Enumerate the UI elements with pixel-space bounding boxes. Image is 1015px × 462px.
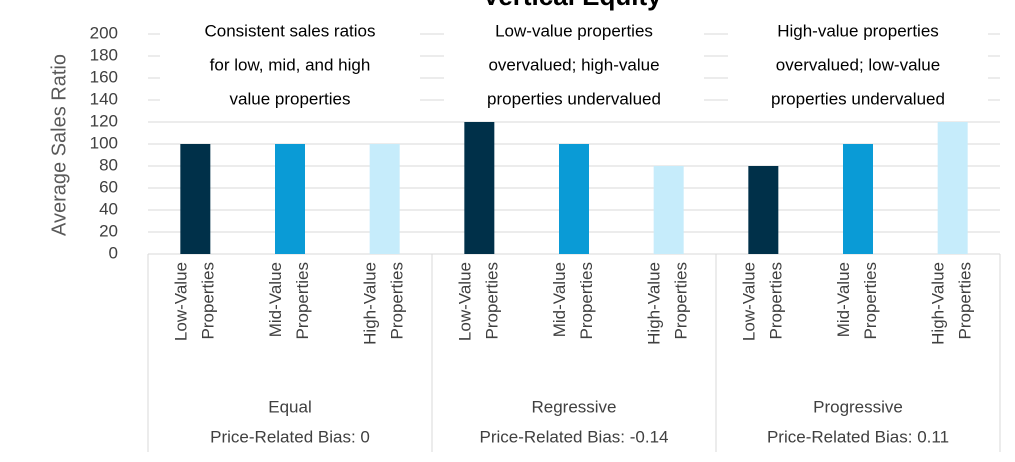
y-tick-label: 20 [99,221,118,240]
y-tick-label: 180 [90,45,118,64]
y-tick-label: 60 [99,177,118,196]
annotation-background [160,16,420,118]
annotation-background [444,16,704,118]
group-label: Equal [268,397,311,416]
group-subtitle: Price-Related Bias: 0.11 [767,427,949,446]
x-tick-label: Low-Value Properties [456,262,502,341]
y-tick-label: 100 [90,133,118,152]
annotation: value properties [230,89,351,108]
bar [937,122,968,254]
x-tick-label: Mid-Value Properties [266,262,312,339]
group-label: Progressive [813,397,903,416]
x-tick-label: Mid-Value Properties [550,262,596,339]
x-tick-label: High-Value Properties [361,262,407,345]
group-label: Regressive [531,397,616,416]
y-tick-label: 0 [109,243,118,262]
annotation: overvalued; high-value [488,55,659,74]
bar [369,144,400,254]
annotation: High-value properties [777,21,939,40]
annotation: properties undervalued [487,89,661,108]
annotation: properties undervalued [771,89,945,108]
annotation-background [728,16,988,118]
x-tick-label: High-Value Properties [645,262,691,345]
y-tick-label: 120 [90,111,118,130]
annotation: Low-value properties [495,21,653,40]
y-tick-label: 160 [90,67,118,86]
x-tick-label: Low-Value Properties [172,262,218,341]
bar [559,144,589,254]
chart-title: Vertical Equity [482,0,662,11]
x-tick-label: Mid-Value Properties [834,262,880,339]
bar [180,144,211,254]
x-tick-label: Low-Value Properties [740,262,786,341]
group-subtitle: Price-Related Bias: 0 [210,427,370,446]
bar [653,166,684,254]
annotation: for low, mid, and high [210,55,371,74]
group-subtitle: Price-Related Bias: -0.14 [480,427,669,446]
annotation: Consistent sales ratios [204,21,375,40]
bar [275,144,305,254]
y-axis-label: Average Sales Ratio [48,54,70,236]
bar [464,122,495,254]
y-tick-label: 140 [90,89,118,108]
x-tick-label: High-Value Properties [929,262,975,345]
y-tick-label: 40 [99,199,118,218]
y-tick-label: 200 [90,23,118,42]
bar [843,144,873,254]
annotation: overvalued; low-value [776,55,940,74]
y-tick-label: 80 [99,155,118,174]
bar [748,166,779,254]
